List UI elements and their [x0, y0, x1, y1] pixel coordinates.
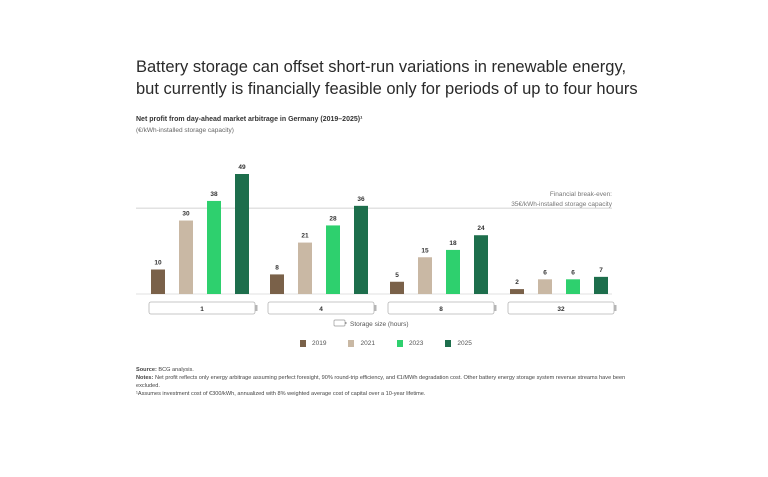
bar-2023-4h [326, 225, 340, 294]
bar-2025-8h [474, 235, 488, 294]
data-label-2019-1h: 10 [154, 260, 162, 267]
bar-2021-1h [179, 220, 193, 294]
source-note: Source: BCG analysis. [136, 367, 194, 373]
bar-2021-4h [298, 242, 312, 294]
legend-label-2023: 2023 [408, 340, 424, 347]
bar-2025-4h [354, 205, 368, 294]
bar-2025-1h [235, 174, 249, 294]
bar-2021-32h [538, 279, 552, 294]
data-label-2023-1h: 38 [210, 191, 218, 198]
data-label-2019-4h: 8 [275, 264, 279, 271]
footnote: ¹Assumes investment cost of €300/kWh, an… [136, 391, 426, 397]
bar-2025-32h [594, 276, 608, 294]
category-label-1: 1 [200, 306, 204, 313]
legend-swatch-2019 [300, 340, 306, 347]
legend-item-2025: 2025 [445, 340, 472, 347]
legend-label-2025: 2025 [457, 340, 472, 347]
bar-2019-4h [270, 274, 284, 294]
bar-2021-8h [418, 257, 432, 294]
data-label-2025-1h: 49 [238, 164, 246, 171]
bar-2019-8h [390, 281, 404, 294]
category-label-8: 8 [439, 306, 443, 313]
legend-item-2023: 2023 [396, 340, 424, 347]
bar-2019-1h [151, 269, 165, 294]
category-battery-tip-4 [374, 305, 377, 311]
chart-units: (€/kWh-installed storage capacity) [136, 127, 234, 134]
data-label-2021-32h: 6 [543, 269, 547, 276]
data-label-2023-4h: 28 [329, 215, 337, 222]
break-even-label-line-2: 35€/kWh-installed storage capacity [511, 201, 613, 208]
category-battery-tip-1 [255, 305, 258, 311]
bar-2023-8h [446, 249, 460, 294]
chart-headline: Battery storage can offset short-run var… [136, 56, 656, 100]
battery-icon [333, 319, 346, 327]
legend-label-2021: 2021 [360, 340, 375, 347]
break-even-label-line-1: Financial break-even: [550, 191, 612, 198]
data-label-2021-8h: 15 [421, 247, 429, 254]
data-label-2025-4h: 36 [357, 196, 365, 203]
data-label-2021-1h: 30 [182, 211, 190, 218]
data-label-2019-8h: 5 [395, 272, 399, 279]
legend-item-2019: 2019 [300, 340, 326, 347]
headline-line-1: Battery storage can offset short-run var… [136, 58, 627, 76]
storage-size-label: Storage size (hours) [350, 321, 409, 328]
data-label-2019-32h: 2 [515, 279, 519, 286]
bar-2023-1h [207, 200, 221, 294]
battery-icon-tip [345, 322, 347, 324]
legend-item-2021: 2021 [348, 340, 375, 347]
data-label-2025-8h: 24 [477, 225, 485, 232]
data-label-2023-32h: 6 [571, 269, 575, 276]
data-label-2025-32h: 7 [599, 267, 603, 274]
legend-label-2019: 2019 [312, 340, 327, 347]
bar-2023-32h [566, 279, 580, 294]
category-battery-tip-8 [494, 305, 497, 311]
legend-swatch-2021 [348, 340, 355, 347]
data-label-2021-4h: 21 [301, 233, 309, 240]
headline-line-2: but currently is financially feasible on… [136, 80, 638, 98]
legend: 2019 2021 2023 2025 [300, 340, 472, 347]
legend-swatch-2025 [445, 340, 452, 347]
chart-subtitle: Net profit from day-ahead market arbitra… [136, 116, 363, 123]
category-battery-tip-32 [614, 305, 617, 311]
bar-chart: Financial break-even: 35€/kWh-installed s… [136, 164, 617, 328]
data-label-2023-8h: 18 [449, 240, 457, 247]
notes-text: Notes: Net profit reflects only energy a… [136, 375, 626, 389]
legend-swatch-2023 [396, 340, 403, 347]
chart-notes: Source: BCG analysis. Notes: Net profit … [136, 366, 636, 398]
category-label-4: 4 [319, 306, 323, 313]
bar-2019-32h [510, 289, 524, 294]
category-label-32: 32 [557, 306, 565, 313]
